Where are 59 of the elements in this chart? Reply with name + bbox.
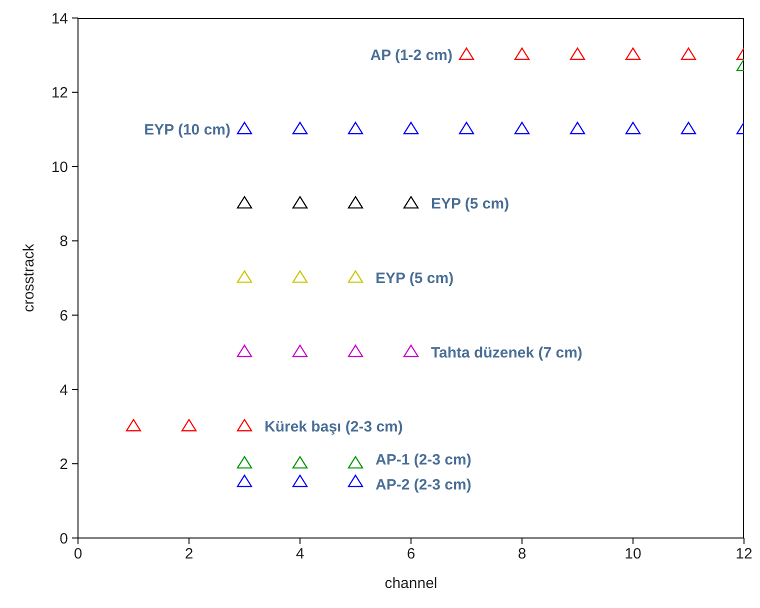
point — [458, 48, 474, 60]
x-tick-label: 0 — [74, 546, 82, 563]
y-tick-label: 8 — [60, 233, 68, 250]
point — [348, 270, 364, 283]
y-tick-label: 14 — [51, 10, 68, 28]
point — [348, 122, 364, 134]
point — [403, 122, 419, 134]
point — [403, 196, 419, 209]
x-tick-label: 10 — [624, 546, 642, 563]
series-label: AP (1-2 cm) — [370, 47, 452, 64]
point — [680, 48, 696, 60]
point — [403, 344, 419, 358]
point — [625, 48, 641, 60]
x-tick-label: 2 — [184, 546, 194, 563]
y-tick-label: 0 — [60, 530, 68, 548]
x-tick-label: 6 — [406, 546, 416, 563]
series-label: Kürek başı (2-3 cm) — [264, 418, 403, 436]
point — [236, 196, 252, 209]
y-tick-label: 2 — [60, 456, 68, 474]
point — [348, 456, 364, 469]
point — [458, 122, 474, 134]
point — [292, 196, 308, 209]
point — [236, 456, 252, 469]
point — [236, 418, 252, 432]
point — [292, 474, 308, 488]
y-tick-label: 10 — [51, 158, 68, 176]
point — [514, 48, 530, 60]
point — [126, 418, 142, 432]
point — [625, 122, 641, 134]
y-tick-label: 4 — [60, 382, 68, 399]
point — [292, 344, 308, 358]
point — [680, 122, 696, 134]
point — [514, 122, 530, 134]
series-label: EYP (5 cm) — [431, 196, 510, 213]
point — [236, 474, 252, 488]
point — [236, 122, 252, 134]
y-tick-label: 12 — [51, 84, 68, 102]
point — [236, 344, 252, 358]
point — [348, 196, 364, 209]
point — [292, 122, 308, 134]
point — [292, 456, 308, 469]
point — [236, 270, 252, 283]
point — [570, 48, 586, 60]
point — [181, 418, 197, 432]
x-axis-title: channel — [384, 575, 438, 592]
series-label: AP-1 (2-3 cm) — [376, 452, 472, 469]
x-tick-label: 4 — [296, 546, 304, 563]
y-axis-title: crosstrack — [20, 243, 38, 312]
series-label: AP-2 (2-3 cm) — [376, 476, 472, 494]
series-label: EYP (10 cm) — [144, 121, 230, 138]
point — [570, 122, 586, 134]
series-label: EYP (5 cm) — [376, 270, 454, 287]
y-tick-label: 6 — [60, 307, 68, 324]
x-tick-label: 12 — [736, 546, 752, 563]
point — [348, 474, 364, 488]
point — [348, 344, 364, 358]
series-label: Tahta düzenek (7 cm) — [431, 344, 582, 362]
point — [292, 270, 308, 283]
x-tick-label: 8 — [518, 546, 526, 563]
